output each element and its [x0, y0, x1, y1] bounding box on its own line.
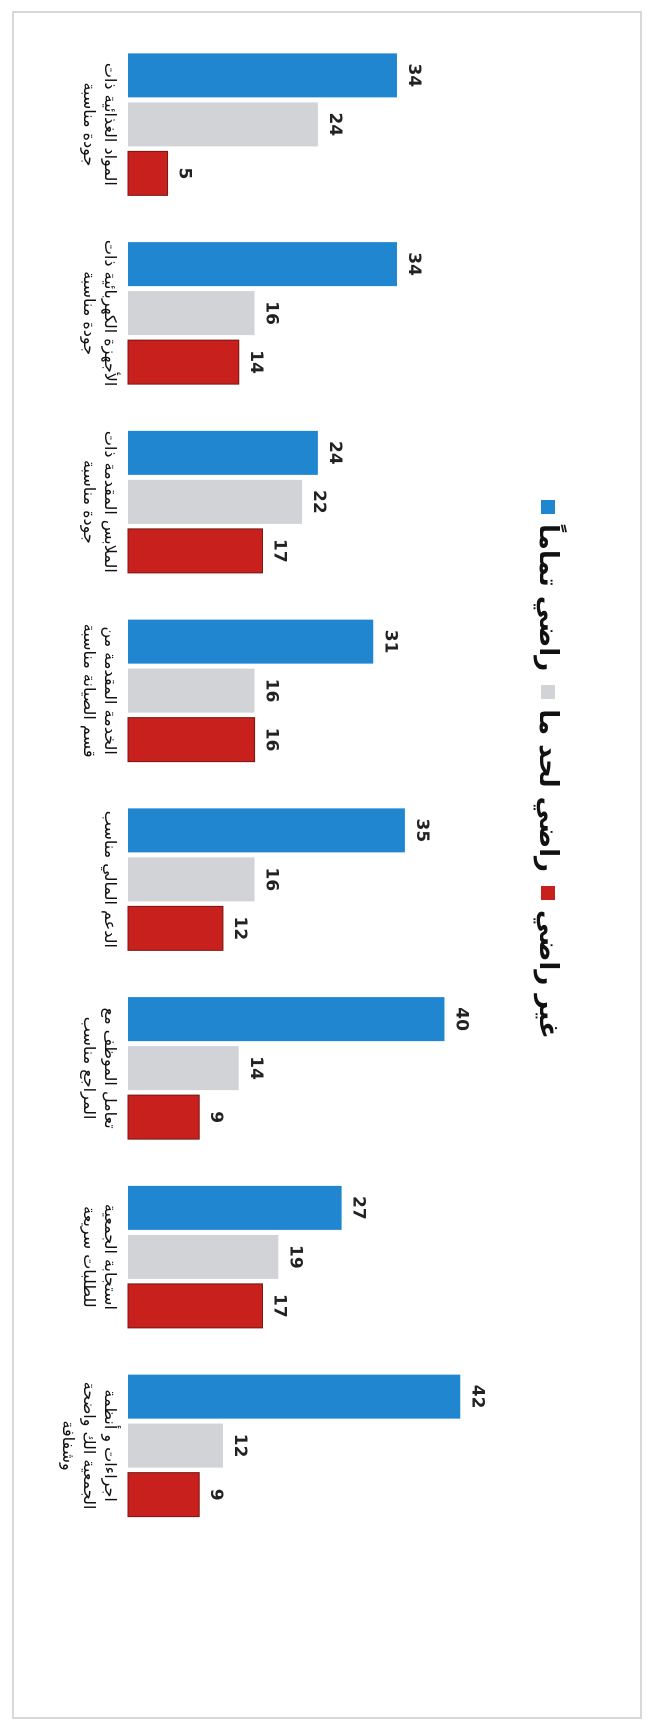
- value-label: 16: [262, 301, 282, 325]
- x-tick-label: اجراءات و أنظمة الجمعية الك واضحة وشفافة: [59, 1381, 120, 1510]
- bar: [127, 1283, 263, 1329]
- bar: [128, 1185, 342, 1230]
- bar: [127, 1234, 279, 1279]
- bar: [128, 668, 255, 713]
- value-label: 31: [380, 630, 400, 654]
- bar: [127, 528, 263, 574]
- bar: [128, 1046, 239, 1091]
- x-tick-label: المواد الغذائية ذات جودة مناسبة: [80, 62, 120, 186]
- bar: [127, 150, 169, 196]
- legend-swatch: [541, 885, 555, 900]
- value-label: 35: [412, 819, 432, 843]
- legend-label: راضي تماماً: [533, 524, 563, 672]
- x-tick-label: الأجهزة الكهربائية ذات جودة مناسبة: [80, 239, 120, 387]
- value-label: 9: [206, 1489, 226, 1501]
- bar: [128, 1374, 461, 1419]
- legend-item: راضي لحد ما: [533, 685, 563, 872]
- bar: [127, 339, 240, 385]
- value-label: 17: [269, 1294, 289, 1318]
- value-label: 27: [349, 1196, 369, 1220]
- bar: [128, 430, 318, 475]
- value-label: 42: [467, 1385, 487, 1409]
- value-label: 34: [404, 252, 424, 276]
- value-label: 19: [285, 1245, 305, 1269]
- legend-label: راضي لحد ما: [533, 709, 563, 872]
- value-label: 5: [175, 167, 195, 179]
- value-label: 14: [246, 1056, 266, 1080]
- x-tick-label: تعامل الموظف مع المراجع مناسب: [80, 1007, 120, 1129]
- value-label: 16: [262, 679, 282, 703]
- value-label: 9: [206, 1111, 226, 1123]
- bar: [127, 1472, 200, 1518]
- value-label: 24: [325, 441, 345, 465]
- bar: [128, 242, 397, 287]
- legend-item: غير راضي: [533, 885, 563, 1039]
- bar: [128, 619, 374, 664]
- bar: [128, 53, 397, 98]
- x-tick-label: استجابة الجمعية للطلبات سريعة: [80, 1203, 120, 1310]
- legend: راضي تماماً راضي لحد ما غير راضي: [533, 500, 563, 1039]
- bar: [127, 1423, 223, 1468]
- legend-swatch: [541, 500, 555, 514]
- value-label: 24: [325, 113, 345, 137]
- bar: [128, 291, 255, 336]
- x-tick-label: الملابس المقدمة ذات جودة مناسبة: [80, 430, 120, 573]
- legend-label: غير راضي: [533, 909, 563, 1039]
- bar: [127, 1094, 200, 1140]
- bar: [127, 717, 256, 763]
- value-label: 16: [262, 868, 282, 892]
- x-tick-label: الخدمة المقدمة من قسم الصيانة مناسبة: [80, 623, 120, 758]
- value-label: 22: [309, 490, 329, 514]
- bar: [128, 808, 405, 853]
- bar: [128, 102, 318, 147]
- bar: [127, 905, 224, 951]
- value-label: 12: [230, 917, 250, 941]
- value-label: 12: [230, 1434, 250, 1458]
- value-label: 40: [451, 1007, 471, 1031]
- bar: [128, 857, 255, 902]
- legend-item: راضي تماماً: [533, 500, 563, 671]
- chart-border: [12, 11, 642, 1719]
- legend-swatch: [541, 685, 555, 700]
- value-label: 16: [262, 728, 282, 752]
- bar: [127, 479, 303, 524]
- value-label: 17: [269, 539, 289, 563]
- x-tick-label: الدعم المالي مناسب: [101, 810, 120, 948]
- bar: [127, 997, 445, 1042]
- value-label: 14: [246, 350, 266, 374]
- value-label: 34: [404, 64, 424, 88]
